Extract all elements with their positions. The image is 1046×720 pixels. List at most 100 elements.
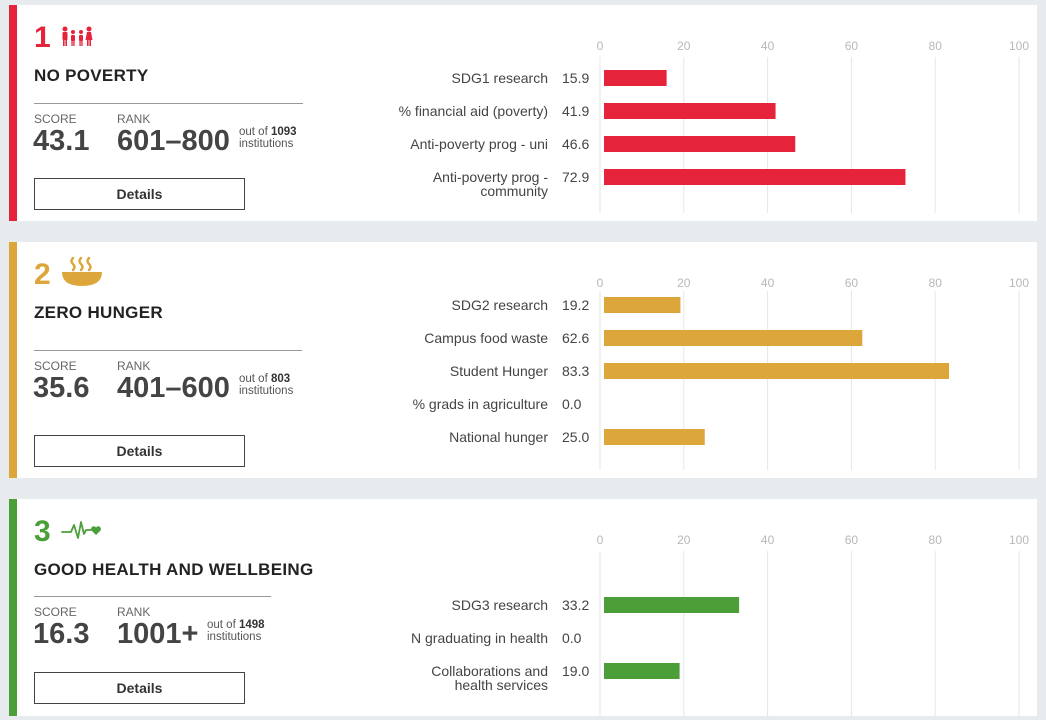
value-label: 72.9 [562,169,589,185]
bar [604,597,740,613]
sdg-card-1: 1 NO POVERTY SCORE RANK 43.1 601–800 out… [9,5,1037,221]
category-label: SDG1 research [452,70,548,86]
bar [604,103,776,119]
goal-number: 3 [34,515,51,548]
category-label: National hunger [449,429,548,445]
x-tick-label: 80 [929,533,943,547]
value-label: 25.0 [562,429,589,445]
out-of-label: out of [239,126,268,138]
people-family-icon [62,26,93,46]
rank-out-of: out of 1498 institutions [207,619,265,643]
goal-title: NO POVERTY [34,66,149,85]
x-tick-label: 0 [597,533,604,547]
bar [604,169,906,185]
category-label: % financial aid (poverty) [399,103,548,119]
bar [604,70,667,86]
value-label: 19.0 [562,663,589,679]
category-label: Student Hunger [450,363,548,379]
rank-value: 601–800 [117,125,230,157]
rank-out-of: out of 1093 institutions [239,126,297,150]
category-label: Collaborations and health services [431,663,548,693]
goal-color-stripe [9,242,17,478]
institutions-label: institutions [207,631,262,643]
sdg-card-2: 2 ZERO HUNGER SCORE RANK 35.6 401–600 ou… [9,242,1037,478]
institutions-label: institutions [239,385,294,397]
value-label: 0.0 [562,396,582,412]
x-tick-label: 60 [845,39,859,53]
institution-count: 803 [270,373,291,385]
bar [604,136,796,152]
category-label: Anti-poverty prog -community [433,169,548,199]
heartbeat-icon [61,521,101,539]
x-tick-label: 20 [677,276,691,290]
x-tick-label: 0 [597,276,604,290]
value-label: 0.0 [562,630,582,646]
rank-value: 401–600 [117,372,230,404]
bar [604,663,680,679]
food-bowl-icon [62,256,102,286]
x-tick-label: 60 [845,533,859,547]
divider [34,103,303,104]
bar [604,297,681,313]
x-tick-label: 80 [929,276,943,290]
x-tick-label: 80 [929,39,943,53]
institutions-label: institutions [239,138,294,150]
x-tick-label: 40 [761,533,775,547]
score-label: SCORE [34,605,77,619]
goal-title: ZERO HUNGER [34,303,163,322]
rank-label: RANK [117,359,151,373]
bar [604,363,950,379]
x-tick-label: 100 [1009,39,1029,53]
score-value: 43.1 [33,125,90,157]
indicator-chart: 0 20 40 60 80 100 SDG2 research 19.2 Campus food… [413,276,1029,470]
out-of-label: out of [207,619,236,631]
score-label: SCORE [34,359,77,373]
x-tick-label: 20 [677,39,691,53]
category-label: Anti-poverty prog - uni [410,136,548,152]
score-value: 35.6 [33,372,90,404]
category-label: SDG3 research [452,597,548,613]
bar [604,330,863,346]
value-label: 46.6 [562,136,589,152]
rank-label: RANK [117,112,151,126]
value-label: 83.3 [562,363,589,379]
value-label: 19.2 [562,297,589,313]
category-label: Campus food waste [424,330,548,346]
x-tick-label: 60 [845,276,859,290]
institution-count: 1093 [270,126,297,138]
indicator-chart: 0 20 40 60 80 100 SDG1 research 15.9 % financial… [399,39,1029,213]
x-tick-label: 0 [597,39,604,53]
category-label: N graduating in health [411,630,548,646]
indicator-chart: 0 20 40 60 80 100 SDG3 research 33.2 N graduatin… [411,533,1029,716]
goal-color-stripe [9,499,17,716]
bar [604,429,705,445]
out-of-label: out of [239,373,268,385]
value-label: 15.9 [562,70,589,86]
goal-number: 1 [34,21,51,54]
category-label: % grads in agriculture [413,396,549,412]
sdg-card-3: 3 GOOD HEALTH AND WELLBEING SCORE RANK 1… [9,499,1037,716]
divider [34,596,271,597]
score-value: 16.3 [33,618,90,650]
rank-out-of: out of 803 institutions [239,373,293,397]
value-label: 33.2 [562,597,589,613]
value-label: 41.9 [562,103,589,119]
goal-title: GOOD HEALTH AND WELLBEING [34,560,314,579]
category-label: SDG2 research [452,297,548,313]
value-label: 62.6 [562,330,589,346]
goal-color-stripe [9,5,17,221]
x-tick-label: 20 [677,533,691,547]
details-button[interactable]: Details [34,672,245,704]
x-tick-label: 100 [1009,276,1029,290]
x-tick-label: 40 [761,276,775,290]
rank-value: 1001+ [117,618,199,650]
x-tick-label: 100 [1009,533,1029,547]
divider [34,350,302,351]
rank-label: RANK [117,605,151,619]
details-button[interactable]: Details [34,435,245,467]
x-tick-label: 40 [761,39,775,53]
institution-count: 1498 [238,619,265,631]
goal-number: 2 [34,258,51,291]
score-label: SCORE [34,112,77,126]
details-button[interactable]: Details [34,178,245,210]
